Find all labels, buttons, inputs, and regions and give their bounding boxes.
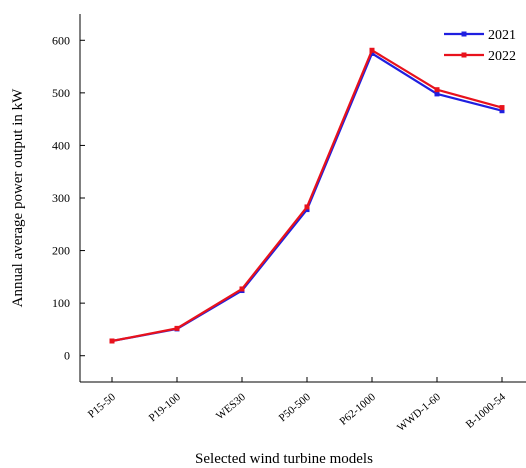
legend-label-2022: 2022 (488, 49, 516, 64)
x-tick-label: B-1000-54 (464, 391, 509, 431)
y-tick-label: 500 (52, 86, 70, 100)
series-line-2022 (111, 49, 503, 343)
y-tick-label: 200 (52, 244, 70, 258)
x-tick-label: P19-100 (147, 391, 184, 424)
legend-label-2021: 2021 (488, 28, 516, 43)
data-point-2022 (499, 105, 505, 111)
data-point-2021 (304, 207, 310, 213)
data-point-2021 (369, 50, 375, 56)
data-point-2022 (369, 47, 375, 53)
legend-marker-2022 (461, 52, 467, 58)
x-tick-label: P62-1000 (337, 391, 378, 428)
data-point-2022 (174, 325, 180, 331)
data-point-2021 (499, 108, 505, 114)
data-point-2022 (239, 286, 245, 292)
y-tick-label: 300 (52, 191, 70, 205)
data-point-2021 (434, 91, 440, 97)
data-point-2022 (304, 204, 310, 210)
legend: 2021 2022 (444, 28, 516, 64)
x-tick-label: WES30 (214, 391, 248, 423)
x-tick-label: P15-50 (86, 391, 118, 421)
y-axis-ticks: 0 100 200 300 400 500 600 (52, 33, 85, 363)
x-tick-label: WWD-1-60 (395, 391, 443, 434)
x-axis-ticks: P15-50 P19-100 WES30 P50-500 P62-1000 WWD-1-6… (86, 377, 508, 434)
x-tick-label: P50-500 (277, 391, 314, 424)
y-axis-title: Annual average power output in kW (10, 88, 26, 308)
y-tick-label: 600 (52, 33, 70, 47)
legend-marker-2021 (461, 31, 467, 37)
series-lines (109, 47, 505, 344)
y-tick-label: 0 (64, 349, 70, 363)
series-line-2021 (111, 52, 503, 343)
x-axis-title: Selected wind turbine models (195, 451, 373, 467)
data-point-2022 (434, 87, 440, 93)
data-point-2022 (109, 338, 115, 344)
y-tick-label: 100 (52, 296, 70, 310)
y-tick-label: 400 (52, 138, 70, 152)
